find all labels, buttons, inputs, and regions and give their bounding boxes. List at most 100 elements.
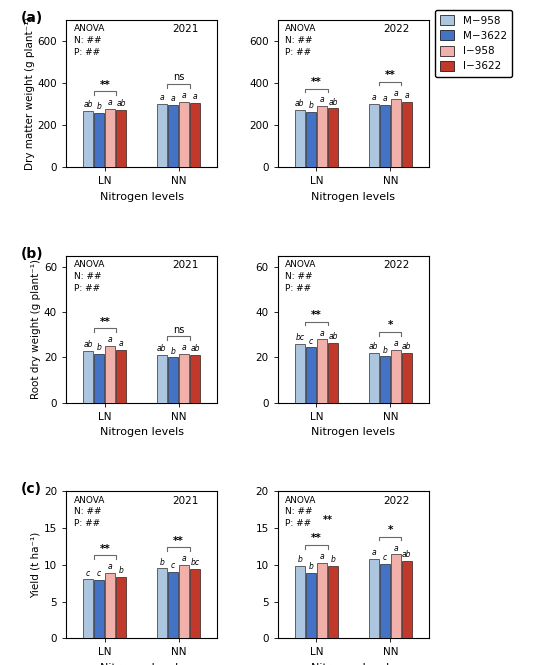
Bar [391, 100, 401, 167]
X-axis label: Nitrogen levels: Nitrogen levels [311, 192, 395, 201]
Text: a: a [182, 343, 186, 352]
Bar [83, 111, 93, 167]
Text: a: a [320, 552, 324, 561]
Text: ab: ab [328, 98, 338, 106]
X-axis label: Nitrogen levels: Nitrogen levels [100, 663, 184, 665]
Bar [402, 102, 412, 167]
Text: ANOVA
N: ##
P: ##: ANOVA N: ## P: ## [74, 495, 105, 528]
Text: ANOVA
N: ##
P: ##: ANOVA N: ## P: ## [74, 25, 105, 57]
X-axis label: Nitrogen levels: Nitrogen levels [311, 663, 395, 665]
Text: 2022: 2022 [384, 25, 410, 35]
Text: *: * [388, 321, 393, 331]
Text: ns: ns [173, 72, 184, 82]
Bar [368, 353, 378, 403]
Bar [117, 577, 126, 638]
Bar [379, 564, 390, 638]
Text: a: a [108, 98, 113, 107]
Bar [94, 581, 104, 638]
Text: a: a [119, 338, 124, 348]
Text: b: b [309, 562, 313, 571]
Bar [83, 350, 93, 403]
Text: (c): (c) [21, 482, 42, 496]
Text: a: a [393, 338, 398, 348]
Text: bc: bc [190, 559, 200, 567]
Text: a: a [170, 94, 175, 103]
Bar [105, 573, 115, 638]
Legend: M−958, M−3622, I−958, I−3622: M−958, M−3622, I−958, I−3622 [434, 10, 512, 76]
Text: a: a [393, 88, 398, 98]
Bar [190, 103, 200, 167]
Text: **: ** [311, 77, 322, 87]
Bar [168, 104, 178, 167]
Text: **: ** [100, 80, 110, 90]
Bar [317, 106, 327, 167]
Bar [328, 342, 338, 403]
Text: a: a [405, 91, 409, 100]
Bar [168, 572, 178, 638]
Text: **: ** [100, 544, 110, 554]
Text: a: a [108, 562, 113, 571]
Text: bc: bc [295, 333, 305, 342]
Text: ANOVA
N: ##
P: ##: ANOVA N: ## P: ## [74, 260, 105, 293]
Text: ANOVA
N: ##
P: ##: ANOVA N: ## P: ## [285, 25, 317, 57]
Bar [402, 353, 412, 403]
Text: (a): (a) [21, 11, 43, 25]
Text: a: a [108, 335, 113, 344]
Bar [190, 355, 200, 403]
Bar [379, 105, 390, 167]
Bar [179, 102, 189, 167]
Text: b: b [309, 101, 313, 110]
Text: a: a [182, 554, 186, 563]
Bar [391, 350, 401, 403]
Text: c: c [86, 569, 90, 578]
Bar [306, 112, 316, 167]
Text: 2022: 2022 [384, 260, 410, 270]
Text: **: ** [385, 70, 395, 80]
Text: ab: ab [157, 344, 167, 354]
Bar [328, 566, 338, 638]
Text: ns: ns [173, 325, 184, 335]
Text: c: c [97, 569, 101, 579]
Text: ab: ab [117, 99, 126, 108]
Text: a: a [193, 92, 197, 101]
Bar [179, 354, 189, 403]
Bar [368, 104, 378, 167]
Bar [157, 569, 167, 638]
Bar [317, 339, 327, 403]
Text: 2021: 2021 [172, 495, 198, 505]
Bar [402, 561, 412, 638]
Text: c: c [171, 561, 175, 571]
Text: ab: ab [84, 100, 93, 109]
Bar [295, 110, 305, 167]
Text: a: a [182, 91, 186, 100]
Text: **: ** [311, 533, 322, 543]
Text: ab: ab [84, 340, 93, 349]
Text: a: a [371, 548, 376, 557]
Text: ab: ab [402, 551, 411, 559]
Bar [295, 566, 305, 638]
Text: c: c [309, 336, 313, 346]
Text: b: b [97, 343, 102, 352]
Bar [94, 113, 104, 167]
Bar [117, 350, 126, 403]
Bar [168, 358, 178, 403]
Text: b: b [160, 558, 164, 567]
Text: *: * [388, 525, 393, 535]
Bar [157, 104, 167, 167]
Y-axis label: Yield (t ha⁻¹): Yield (t ha⁻¹) [31, 531, 41, 598]
Text: **: ** [100, 317, 110, 327]
Text: a: a [371, 93, 376, 102]
Text: **: ** [173, 535, 184, 545]
Text: **: ** [311, 311, 322, 321]
X-axis label: Nitrogen levels: Nitrogen levels [311, 428, 395, 438]
Text: 2021: 2021 [172, 25, 198, 35]
Y-axis label: Dry matter weight (g plant⁻¹): Dry matter weight (g plant⁻¹) [25, 17, 35, 170]
Bar [105, 108, 115, 167]
Text: ab: ab [328, 332, 338, 341]
Bar [328, 108, 338, 167]
Bar [157, 355, 167, 403]
Text: b: b [382, 346, 387, 354]
X-axis label: Nitrogen levels: Nitrogen levels [100, 192, 184, 201]
Text: 2022: 2022 [384, 495, 410, 505]
Bar [190, 569, 200, 638]
